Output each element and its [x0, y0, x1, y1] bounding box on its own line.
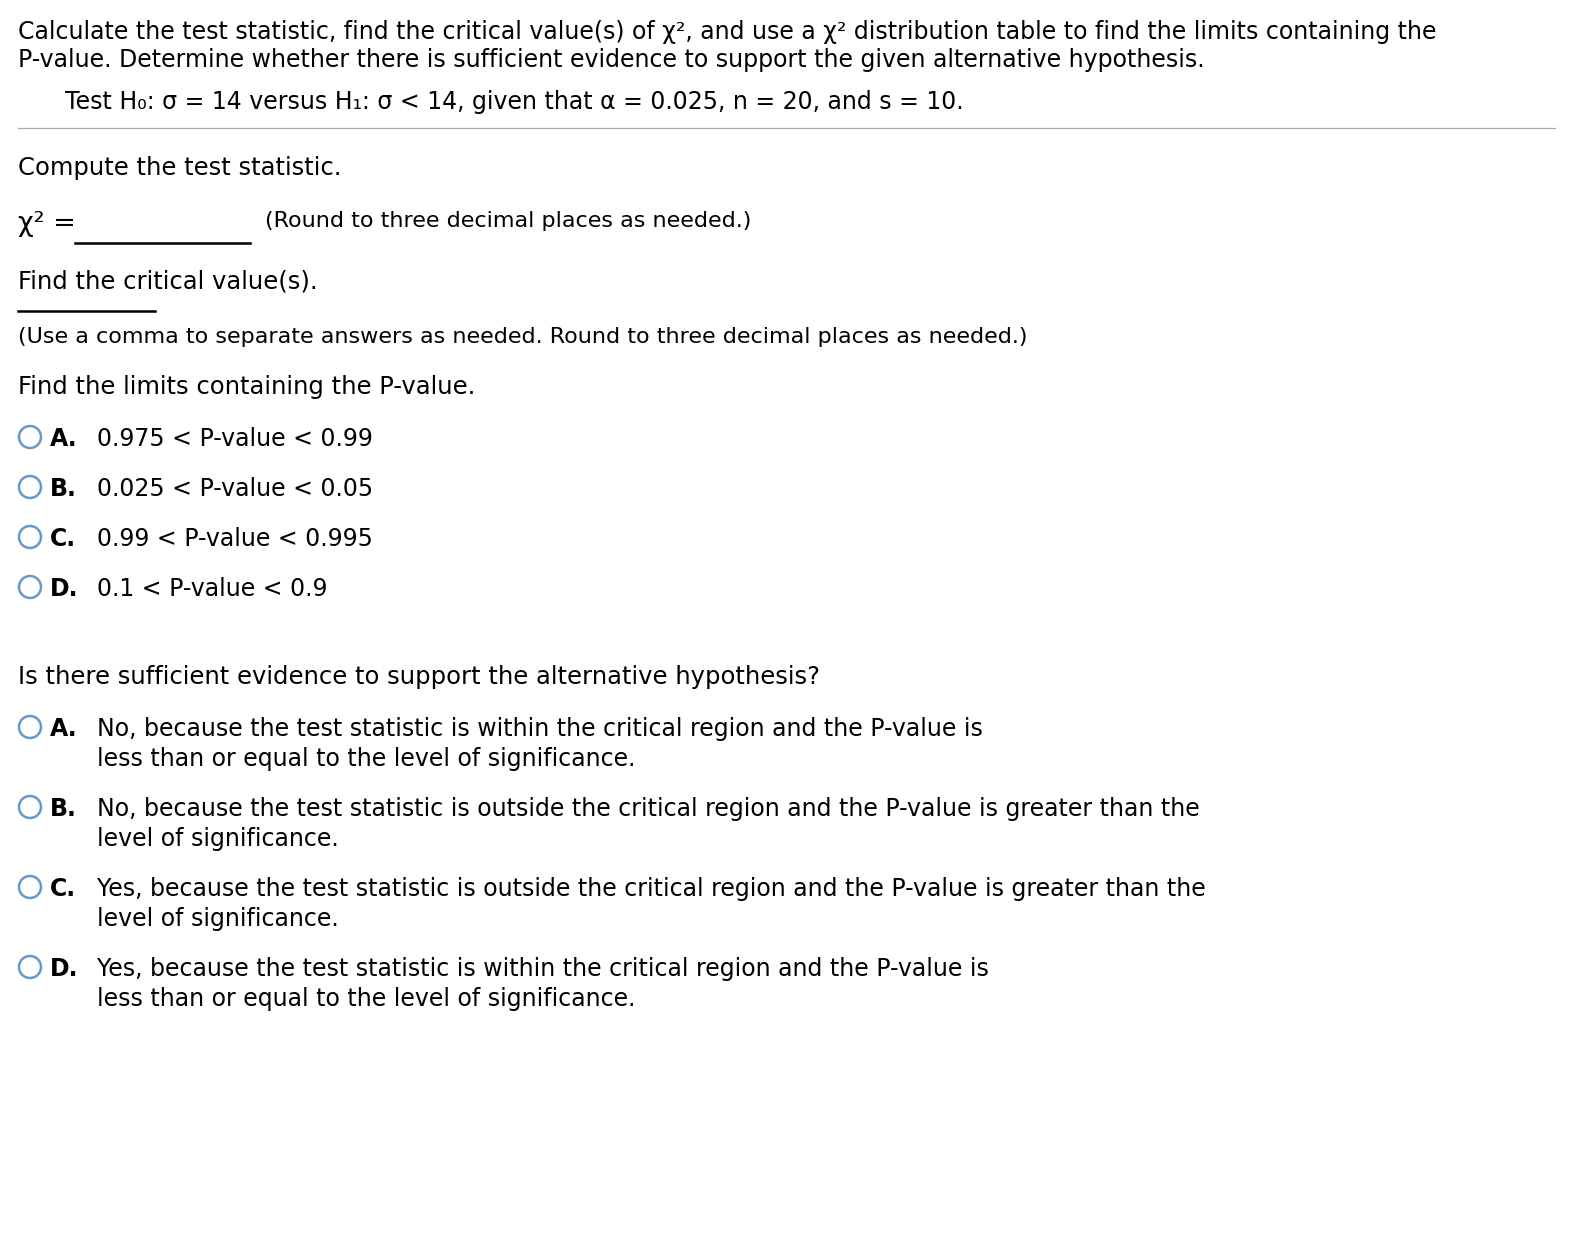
Text: Yes, because the test statistic is within the critical region and the P-value is: Yes, because the test statistic is withi…	[82, 957, 989, 980]
Text: D.: D.	[50, 957, 79, 980]
Text: Yes, because the test statistic is outside the critical region and the P-value i: Yes, because the test statistic is outsi…	[82, 877, 1206, 901]
Text: C.: C.	[50, 877, 76, 901]
Text: D.: D.	[50, 577, 79, 601]
Text: level of significance.: level of significance.	[82, 827, 338, 851]
Text: B.: B.	[50, 476, 77, 502]
Text: 0.1 < P-value < 0.9: 0.1 < P-value < 0.9	[82, 577, 327, 601]
Text: Calculate the test statistic, find the critical value(s) of χ², and use a χ² dis: Calculate the test statistic, find the c…	[17, 20, 1436, 44]
Text: Is there sufficient evidence to support the alternative hypothesis?: Is there sufficient evidence to support …	[17, 665, 820, 689]
Text: A.: A.	[50, 716, 77, 740]
Text: χ² =: χ² =	[17, 211, 76, 238]
Text: 0.99 < P-value < 0.995: 0.99 < P-value < 0.995	[82, 527, 373, 551]
Text: Find the critical value(s).: Find the critical value(s).	[17, 269, 318, 293]
Text: P-value. Determine whether there is sufficient evidence to support the given alt: P-value. Determine whether there is suff…	[17, 48, 1205, 72]
Text: A.: A.	[50, 427, 77, 451]
Text: (Round to three decimal places as needed.): (Round to three decimal places as needed…	[264, 211, 752, 231]
Text: 0.975 < P-value < 0.99: 0.975 < P-value < 0.99	[82, 427, 373, 451]
Text: B.: B.	[50, 797, 77, 821]
Text: Find the limits containing the P-value.: Find the limits containing the P-value.	[17, 375, 475, 398]
Text: less than or equal to the level of significance.: less than or equal to the level of signi…	[82, 987, 635, 1011]
Text: less than or equal to the level of significance.: less than or equal to the level of signi…	[82, 747, 635, 771]
Text: Compute the test statistic.: Compute the test statistic.	[17, 156, 341, 180]
Text: Test H₀: σ = 14 versus H₁: σ < 14, given that α = 0.025, n = 20, and s = 10.: Test H₀: σ = 14 versus H₁: σ < 14, given…	[64, 91, 964, 114]
Text: 0.025 < P-value < 0.05: 0.025 < P-value < 0.05	[82, 476, 373, 502]
Text: No, because the test statistic is outside the critical region and the P-value is: No, because the test statistic is outsid…	[82, 797, 1200, 821]
Text: C.: C.	[50, 527, 76, 551]
Text: level of significance.: level of significance.	[82, 908, 338, 931]
Text: (Use a comma to separate answers as needed. Round to three decimal places as nee: (Use a comma to separate answers as need…	[17, 327, 1027, 347]
Text: No, because the test statistic is within the critical region and the P-value is: No, because the test statistic is within…	[82, 716, 983, 740]
